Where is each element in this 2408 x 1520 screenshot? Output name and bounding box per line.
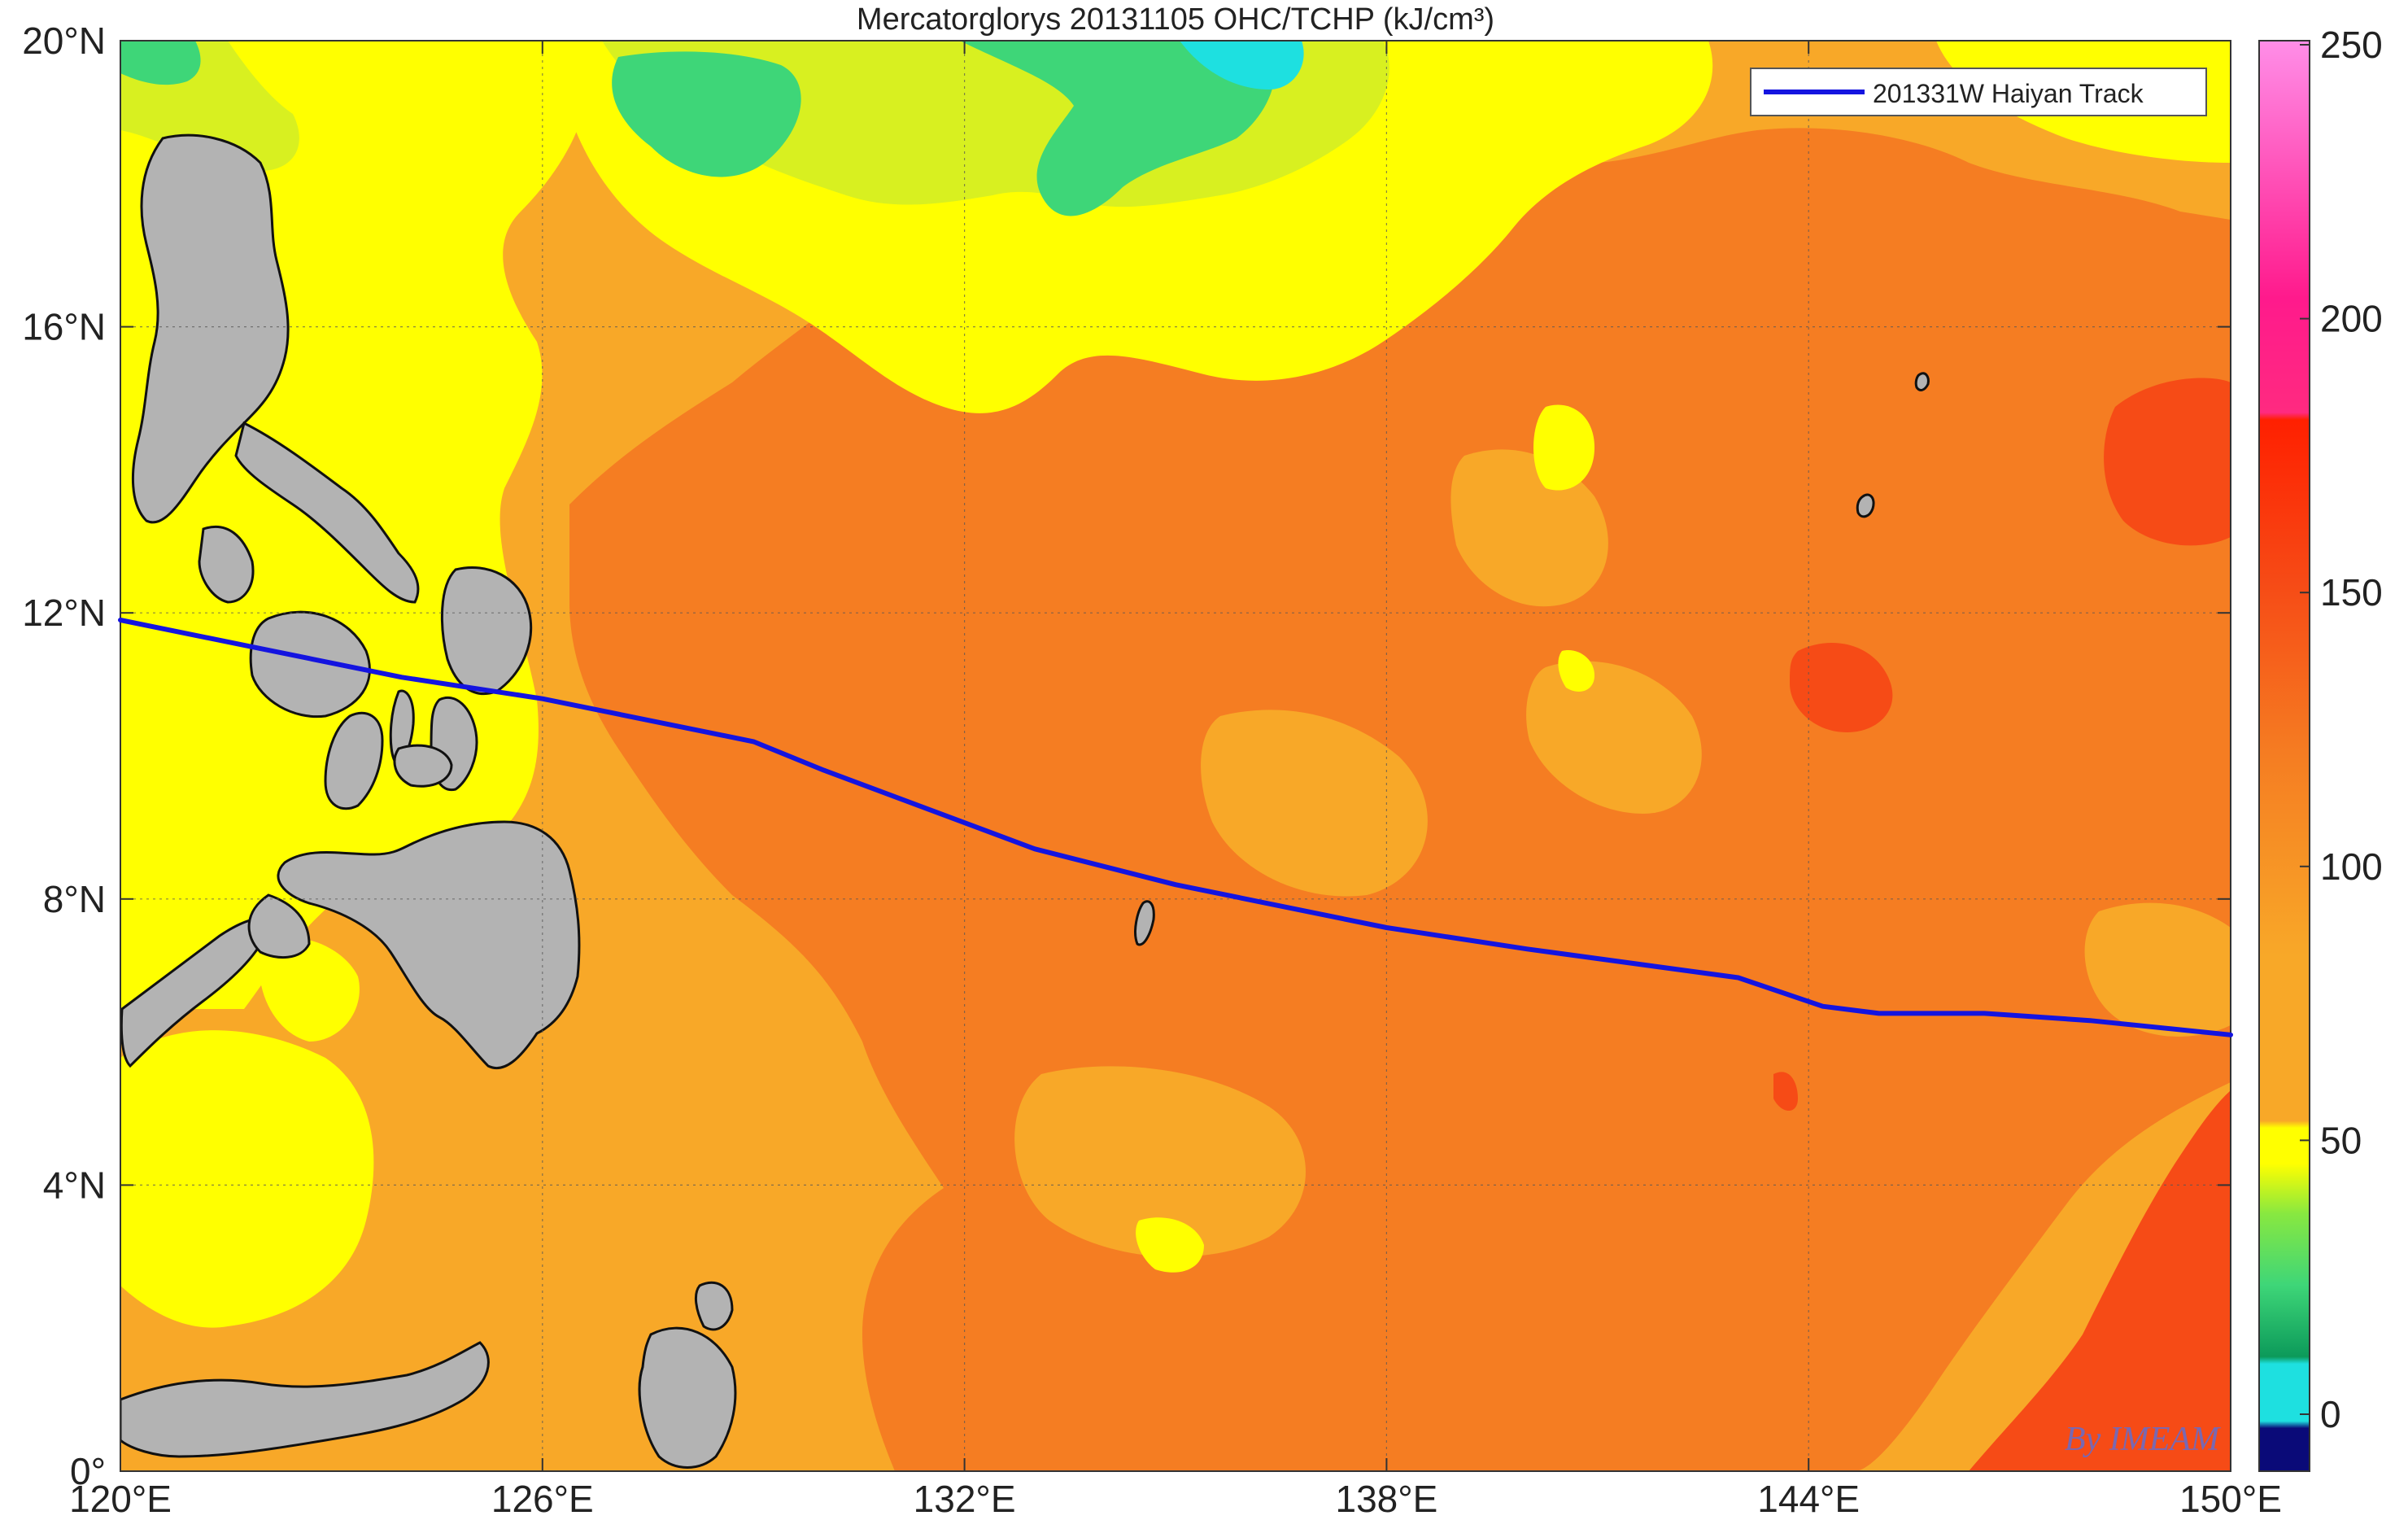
- ocean-lightorange-region: [2084, 902, 2231, 1037]
- y-tick-label: 12°N: [22, 592, 106, 634]
- borneo-land: [120, 1341, 490, 1458]
- legend-track-label: 201331W Haiyan Track: [1873, 79, 2144, 108]
- zamboanga-land: [247, 893, 311, 959]
- plot-frame: [120, 40, 2231, 1472]
- y-tick-label: 8°N: [43, 878, 106, 920]
- map-title: Mercatorglorys 20131105 OHC/TCHP (kJ/cm³…: [857, 2, 1494, 37]
- colorbar: 0 50 100 150 200 250: [2258, 24, 2383, 1472]
- mindanao-land: [277, 820, 581, 1070]
- ocean-lightorange-region: [1526, 661, 1702, 814]
- palawan-land: [120, 917, 270, 1068]
- mariana-islands-land: [1856, 493, 1875, 518]
- colorbar-tick-label: 100: [2320, 845, 2383, 888]
- mindoro-land: [198, 525, 255, 604]
- ocean-green-region: [960, 41, 1276, 216]
- ocean-lightorange-region: [1014, 1066, 1306, 1257]
- ocean-red-region: [1773, 1072, 1798, 1111]
- ocean-lightorange-region: [1450, 449, 1608, 607]
- ocean-green-region: [612, 51, 801, 177]
- x-tick-label: 144°E: [1757, 1478, 1860, 1520]
- y-tick-label: 20°N: [22, 20, 106, 62]
- ocean-red-region: [2104, 378, 2231, 546]
- sulawesi-land: [638, 1326, 737, 1469]
- ocean-red-region: [1790, 643, 1893, 732]
- mariana-islands-land: [1914, 372, 1930, 391]
- x-tick-label: 126°E: [491, 1478, 594, 1520]
- x-tick-label: 138°E: [1335, 1478, 1437, 1520]
- land-masses: [120, 133, 1930, 1469]
- ocean-cyan-region: [1180, 41, 1304, 90]
- y-tick-label: 16°N: [22, 306, 106, 348]
- colorbar-tick-label: 250: [2320, 24, 2383, 66]
- colorbar-ticks: 0 50 100 150 200 250: [2300, 24, 2383, 1435]
- legend-box: 201331W Haiyan Track: [1750, 68, 2207, 116]
- ocean-yellow-region: [1558, 650, 1594, 692]
- panay-land: [249, 610, 371, 719]
- y-tick-label: 0°: [70, 1450, 106, 1492]
- y-tick-label: 4°N: [43, 1164, 106, 1206]
- colorbar-gradient: [2258, 40, 2310, 1472]
- colorbar-tick-label: 50: [2320, 1119, 2362, 1161]
- samar-land: [441, 566, 533, 696]
- negros-land: [324, 711, 384, 810]
- haiyan-track-line: [118, 618, 2233, 1037]
- y-axis-ticks: 0° 4°N 8°N 12°N 16°N 20°N: [22, 20, 106, 1492]
- halmahera-land: [694, 1281, 734, 1331]
- ocean-heat-content-field: [120, 41, 2231, 1471]
- ocean-lightorange-region: [1201, 710, 1428, 897]
- ocean-yellow-region: [1533, 404, 1594, 491]
- ocean-yellow-region: [120, 1030, 374, 1328]
- luzon-land: [132, 133, 290, 524]
- x-tick-label: 150°E: [2179, 1478, 2282, 1520]
- bicol-land: [234, 421, 420, 604]
- colorbar-tick-label: 200: [2320, 298, 2383, 340]
- bohol-land: [393, 744, 453, 788]
- x-tick-label: 120°E: [69, 1478, 172, 1520]
- palau-land: [1134, 900, 1155, 946]
- ocean-green-region: [120, 41, 201, 85]
- x-axis-ticks: 120°E 126°E 132°E 138°E 144°E 150°E: [69, 1478, 2282, 1520]
- colorbar-tick-label: 150: [2320, 571, 2383, 614]
- ocean-yellow-region: [259, 937, 360, 1042]
- ocean-yellow-region: [1136, 1217, 1204, 1273]
- watermark-text: By IMEAM: [2065, 1421, 2221, 1458]
- x-tick-label: 132°E: [914, 1478, 1016, 1520]
- colorbar-tick-label: 0: [2320, 1393, 2341, 1435]
